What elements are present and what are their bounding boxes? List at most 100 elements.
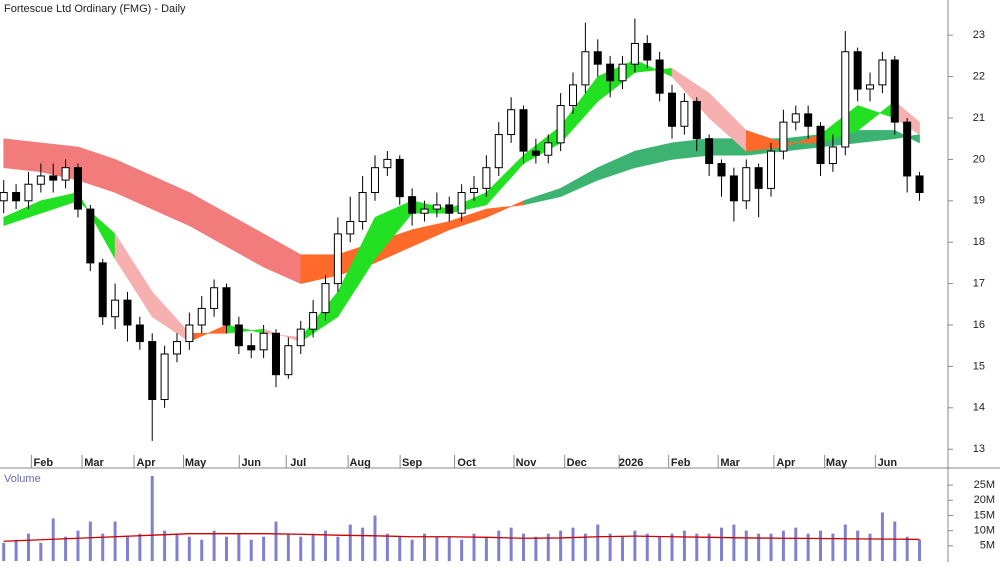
volume-bar bbox=[175, 533, 179, 561]
candle-body bbox=[222, 287, 231, 326]
candle-body bbox=[234, 324, 243, 347]
candle-body bbox=[593, 51, 602, 65]
volume-bar bbox=[262, 536, 266, 561]
candle-body bbox=[271, 332, 280, 376]
volume-bar bbox=[125, 536, 129, 561]
candle-body bbox=[86, 208, 95, 264]
candle-body bbox=[804, 113, 813, 127]
volume-bar bbox=[460, 539, 464, 561]
volume-bar bbox=[794, 527, 798, 561]
y-tick-label: 10M bbox=[974, 525, 995, 537]
volume-bar bbox=[571, 527, 575, 561]
volume-bar bbox=[39, 542, 43, 561]
y-tick-label: 23 bbox=[973, 29, 985, 41]
candle-body bbox=[12, 192, 21, 202]
candle-body bbox=[197, 307, 206, 326]
volume-bar bbox=[348, 524, 352, 561]
x-tick-label: Apr bbox=[776, 457, 796, 469]
candle-body bbox=[148, 341, 157, 401]
y-tick-label: 13 bbox=[973, 443, 985, 455]
volume-bar bbox=[806, 533, 810, 561]
y-tick-label: 14 bbox=[973, 402, 985, 414]
volume-bar bbox=[385, 533, 389, 561]
y-tick-label: 15M bbox=[974, 509, 995, 521]
volume-bar bbox=[484, 536, 488, 561]
volume-bar bbox=[138, 533, 142, 561]
y-tick-label: 22 bbox=[973, 70, 985, 82]
y-tick-label: 17 bbox=[973, 278, 985, 290]
candle-body bbox=[791, 113, 800, 123]
candle-body bbox=[370, 167, 379, 194]
candle-body bbox=[309, 312, 318, 330]
y-tick-label: 15 bbox=[973, 360, 985, 372]
candle-body bbox=[705, 138, 714, 165]
volume-bar bbox=[596, 524, 600, 561]
x-tick-label: May bbox=[826, 457, 848, 469]
candle-body bbox=[816, 125, 825, 165]
candle-body bbox=[395, 158, 404, 198]
candle-body bbox=[111, 299, 120, 318]
volume-bar bbox=[744, 530, 748, 561]
volume-bar bbox=[224, 536, 228, 561]
volume-bar bbox=[274, 521, 278, 561]
candle-body bbox=[123, 299, 132, 326]
volume-bar bbox=[645, 533, 649, 561]
volume-bar bbox=[658, 536, 662, 561]
volume-bar bbox=[918, 539, 922, 561]
ribbon-segment bbox=[3, 138, 42, 173]
y-tick-label: 20M bbox=[974, 494, 995, 506]
volume-bar bbox=[893, 521, 897, 561]
candle-body bbox=[544, 142, 553, 156]
volume-bar bbox=[880, 512, 884, 561]
x-tick-label: Mar bbox=[84, 457, 104, 469]
candle-body bbox=[135, 324, 144, 343]
volume-bar bbox=[856, 530, 860, 561]
candle-body bbox=[160, 353, 169, 401]
y-tick-label: 16 bbox=[973, 319, 985, 331]
volume-bar bbox=[76, 530, 80, 561]
volume-bar bbox=[286, 533, 290, 561]
volume-bar bbox=[732, 524, 736, 561]
x-tick-label: Jun bbox=[878, 457, 898, 469]
candle-body bbox=[841, 51, 850, 148]
volume-bar bbox=[249, 539, 253, 561]
candle-body bbox=[742, 167, 751, 202]
volume-bar bbox=[361, 527, 365, 561]
candle-body bbox=[866, 84, 875, 90]
volume-bar bbox=[336, 536, 340, 561]
volume-bar bbox=[26, 533, 30, 561]
y-tick-label: 19 bbox=[973, 195, 985, 207]
volume-bar bbox=[534, 536, 538, 561]
volume-bar bbox=[670, 533, 674, 561]
candle-body bbox=[247, 345, 256, 351]
candle-body bbox=[284, 345, 293, 376]
volume-bar bbox=[905, 536, 909, 561]
volume-bar bbox=[819, 530, 823, 561]
candle-body bbox=[259, 332, 268, 351]
volume-bar bbox=[608, 533, 612, 561]
x-tick-label: Nov bbox=[516, 457, 538, 469]
candle-body bbox=[767, 150, 776, 189]
candle-body bbox=[692, 100, 701, 140]
volume-bar bbox=[621, 536, 625, 561]
candle-body bbox=[643, 42, 652, 61]
volume-bar bbox=[522, 533, 526, 561]
volume-bar bbox=[237, 533, 241, 561]
x-tick-label: Dec bbox=[567, 457, 587, 469]
volume-bar bbox=[200, 539, 204, 561]
candle-body bbox=[210, 287, 219, 309]
volume-bar bbox=[559, 530, 563, 561]
candle-body bbox=[470, 187, 478, 194]
y-tick-label: 20 bbox=[973, 153, 985, 165]
volume-bar bbox=[113, 521, 117, 561]
x-tick-label: Sep bbox=[402, 457, 422, 469]
candle-body bbox=[581, 51, 590, 86]
x-tick-label: Jul bbox=[290, 457, 306, 469]
volume-bar bbox=[757, 533, 761, 561]
volume-bar bbox=[410, 539, 414, 561]
volume-bar bbox=[14, 539, 18, 561]
candle-body bbox=[432, 204, 441, 210]
candle-body bbox=[358, 192, 367, 222]
volume-bar bbox=[707, 533, 711, 561]
volume-bar bbox=[682, 530, 686, 561]
